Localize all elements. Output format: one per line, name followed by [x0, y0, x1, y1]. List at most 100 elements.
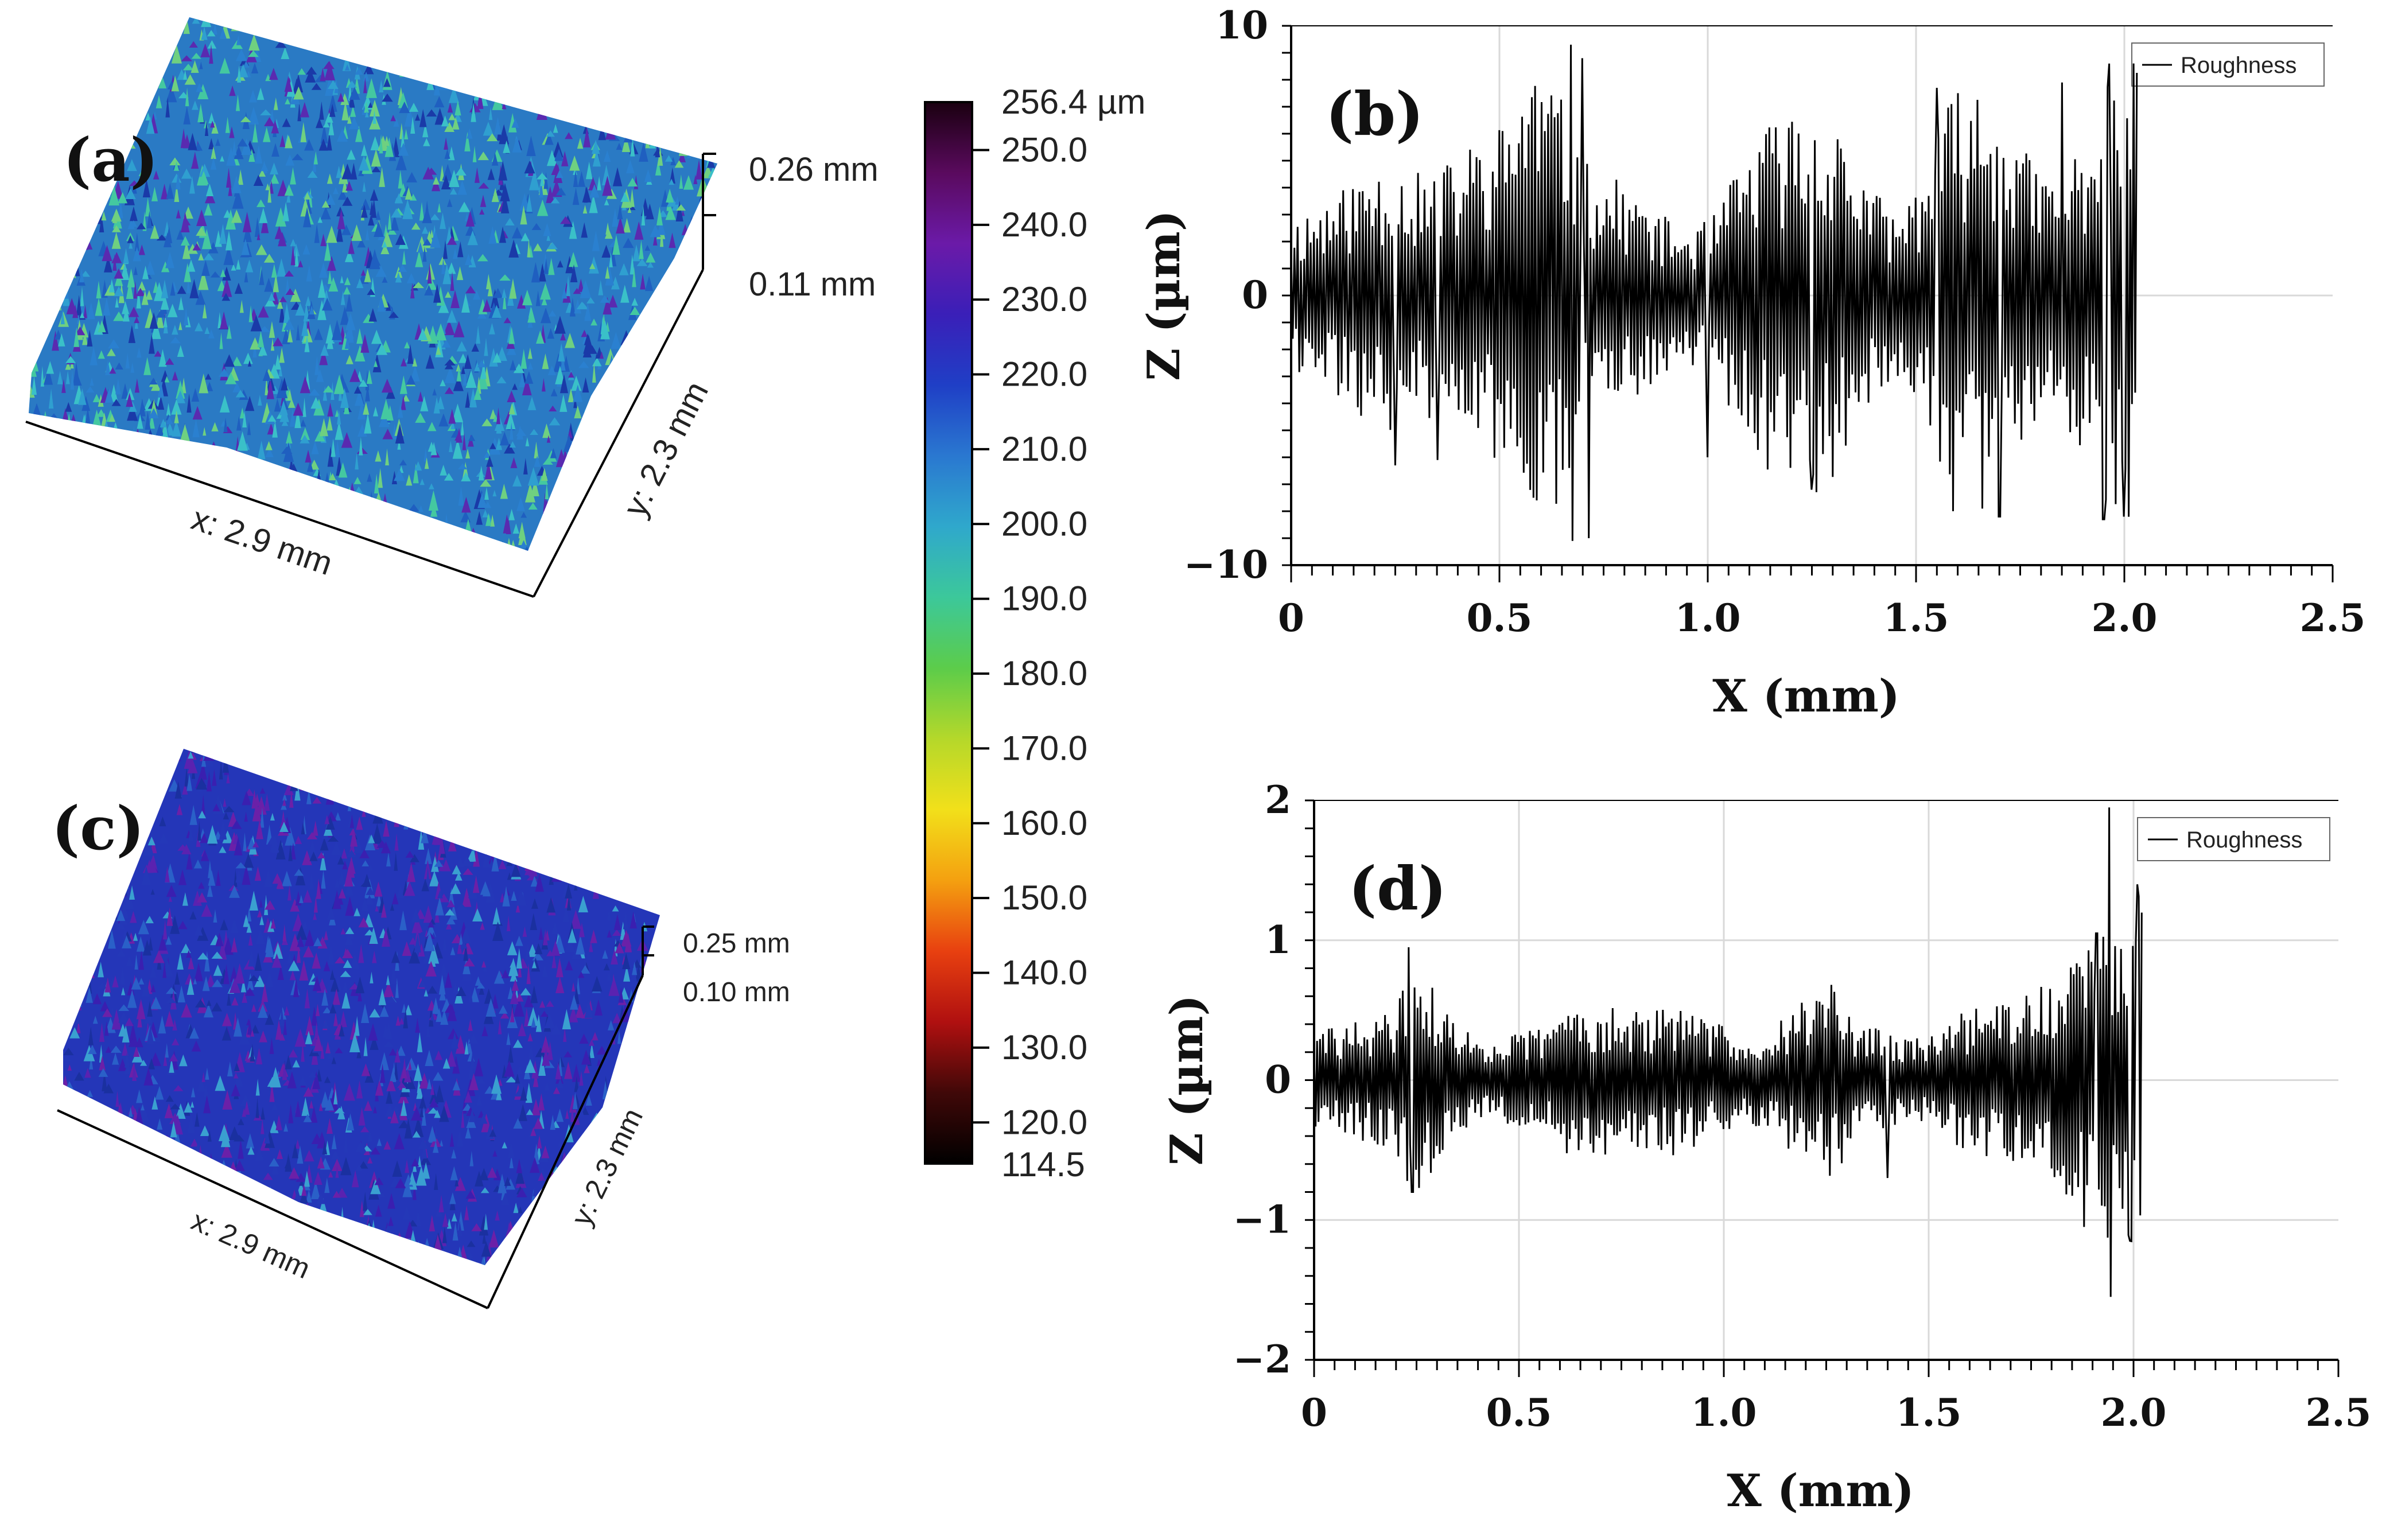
surface-speck: [706, 17, 712, 21]
surface-speck: [441, 115, 449, 127]
surface-speck: [422, 238, 432, 246]
surface-speck: [108, 414, 115, 422]
surface-speck: [436, 346, 441, 355]
surface-speck: [477, 492, 487, 508]
surface-speck: [359, 437, 363, 456]
surface-speck: [657, 923, 660, 942]
surface-speck: [456, 903, 468, 910]
surface-speck: [71, 1153, 77, 1168]
surface-speck: [548, 310, 557, 317]
surface-speck: [68, 215, 74, 225]
surface-speck: [197, 952, 209, 960]
surface-speck: [502, 1142, 507, 1149]
surface-speck: [650, 1120, 660, 1131]
surface-speck: [406, 172, 418, 182]
surface-speck: [265, 900, 275, 910]
surface-speck: [483, 40, 494, 48]
surface-speck: [102, 1071, 107, 1091]
surface-speck: [150, 1180, 158, 1197]
surface-speck: [147, 1001, 153, 1017]
surface-speck: [372, 353, 382, 372]
surface-speck: [537, 71, 549, 88]
surface-speck: [359, 44, 369, 52]
surface-speck: [612, 208, 619, 227]
surface-speck: [453, 376, 464, 391]
surface-speck: [457, 1246, 463, 1258]
surface-speck: [78, 95, 84, 115]
surface-speck: [337, 17, 348, 20]
surface-speck: [321, 870, 326, 889]
surface-speck: [412, 357, 418, 367]
surface-speck: [360, 269, 366, 276]
surface-speck: [325, 472, 329, 483]
surface-speck: [592, 765, 597, 780]
surface-speck: [643, 725, 647, 745]
surface-speck: [292, 153, 304, 161]
surface-speck: [422, 123, 429, 138]
surface-speck: [452, 66, 457, 84]
surface-speck: [353, 907, 360, 916]
surface-speck: [151, 71, 156, 81]
surface-speck: [390, 1110, 399, 1123]
surface-speck: [31, 376, 37, 395]
surface-speck: [484, 501, 492, 508]
surface-speck: [599, 1227, 607, 1244]
surface-speck: [86, 1224, 95, 1235]
surface-speck: [129, 159, 135, 169]
surface-speck: [430, 230, 434, 238]
surface-speck: [143, 799, 154, 807]
surface-speck: [312, 25, 322, 45]
surface-speck: [255, 244, 267, 255]
surface-speck: [200, 43, 210, 57]
surface-speck: [333, 187, 339, 195]
surface-speck: [712, 92, 717, 104]
surface-speck: [362, 808, 366, 817]
surface-speck: [586, 345, 597, 354]
surface-speck: [442, 263, 452, 285]
surface-speck: [465, 285, 476, 294]
surface-speck: [410, 1106, 422, 1121]
surface-speck: [231, 1084, 240, 1096]
surface-speck: [359, 1200, 364, 1218]
surface-speck: [32, 428, 41, 446]
surface-speck: [461, 365, 465, 374]
surface-speck: [358, 400, 366, 420]
surface-speck: [141, 404, 146, 411]
surface-speck: [457, 939, 463, 954]
surface-speck: [394, 1048, 401, 1063]
surface-speck: [53, 29, 64, 49]
surface-speck: [373, 258, 381, 266]
surface-speck: [191, 60, 199, 73]
surface-speck: [595, 755, 605, 770]
surface-speck: [706, 356, 716, 370]
surface-speck: [248, 975, 259, 981]
surface-speck: [176, 439, 188, 457]
surface-speck: [340, 388, 349, 408]
surface-speck: [546, 10, 556, 16]
surface-speck: [186, 482, 192, 494]
surface-speck: [479, 1114, 488, 1124]
surface-speck: [359, 29, 370, 41]
surface-speck: [540, 1010, 549, 1017]
surface-speck: [640, 350, 649, 361]
surface-speck: [710, 199, 714, 216]
surface-speck: [265, 376, 269, 395]
surface-speck: [447, 42, 456, 50]
surface-speck: [612, 167, 623, 186]
surface-speck: [288, 8, 298, 15]
surface-speck: [229, 17, 238, 22]
surface-speck: [613, 870, 622, 890]
surface-speck: [463, 733, 467, 744]
surface-speck: [77, 456, 81, 469]
surface-speck: [363, 1037, 368, 1056]
surface-speck: [115, 749, 125, 756]
surface-speck: [372, 110, 376, 124]
surface-speck: [204, 120, 209, 136]
surface-speck: [106, 888, 111, 898]
surface-speck: [654, 62, 663, 76]
surface-speck: [452, 865, 461, 874]
surface-speck: [331, 841, 342, 855]
surface-speck: [515, 889, 527, 906]
surface-speck: [589, 184, 600, 198]
surface-speck: [355, 1141, 367, 1152]
